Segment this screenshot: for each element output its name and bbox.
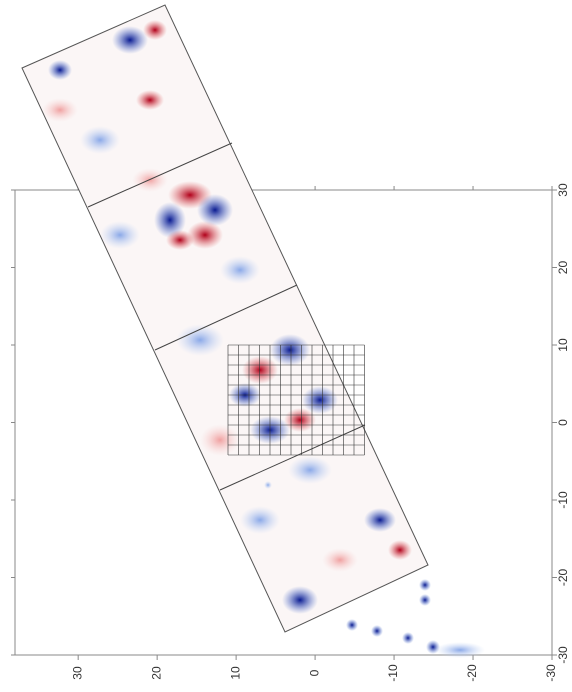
x-tick-label: -10 <box>386 664 400 682</box>
anomaly-blobs <box>42 20 412 614</box>
strip-outline <box>21 4 429 633</box>
y-tick-label: -10 <box>556 491 570 509</box>
x-tick-label: 10 <box>228 666 242 680</box>
y-tick-label: 30 <box>556 183 570 197</box>
y-tick-label: -30 <box>556 646 570 664</box>
x-tick-label: -30 <box>544 664 558 682</box>
x-tick-label: 20 <box>149 666 163 680</box>
y-tick-label: 0 <box>556 419 570 426</box>
axes: 30 20 10 0 -10 -20 -30 30 20 10 0 -10 -20 -30 <box>11 183 570 682</box>
y-tick-label: -20 <box>556 569 570 587</box>
x-tick-label: 0 <box>307 669 321 676</box>
x-tick-label: -20 <box>465 664 479 682</box>
survey-grid <box>227 344 365 456</box>
y-tick-label: 10 <box>556 338 570 352</box>
x-tick-label: 30 <box>70 666 84 680</box>
panel-dividers <box>87 142 366 491</box>
y-tick-label: 20 <box>556 261 570 275</box>
marker-dots <box>264 481 485 658</box>
